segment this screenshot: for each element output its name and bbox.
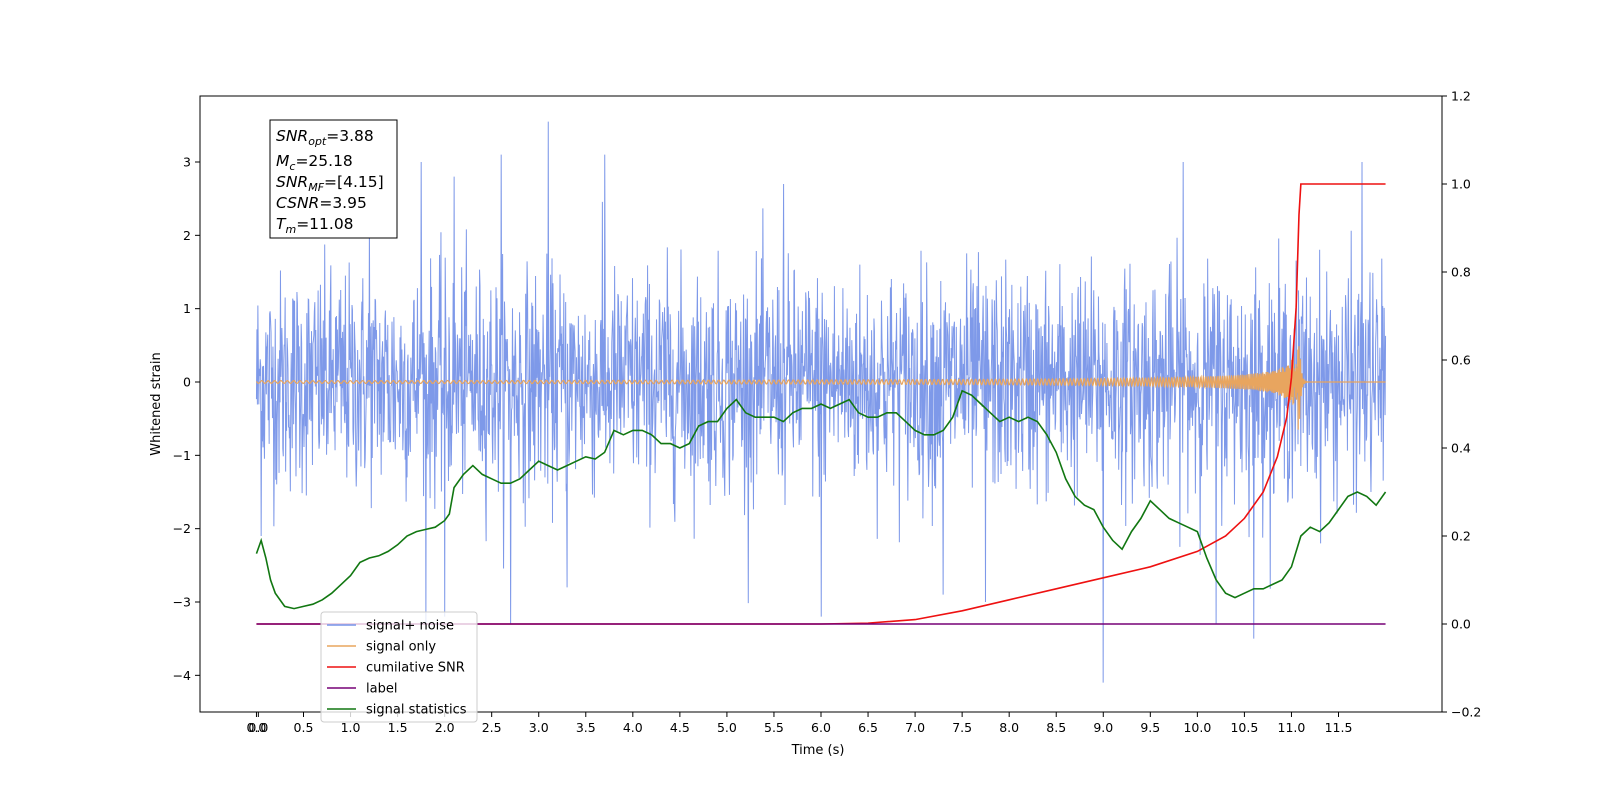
x-tick-label: 1.0	[341, 720, 361, 735]
legend-frame	[320, 611, 478, 723]
x-tick-label: 8.5	[1046, 720, 1066, 735]
x-tick-label: 4.0	[623, 720, 643, 735]
legend-label: signal only	[366, 640, 436, 655]
legend-label: cumilative SNR	[366, 661, 465, 676]
y-axis-right: 1.2 1.0 0.8 0.6 0.4 0.2 0.0 −0.2	[1442, 89, 1481, 720]
legend-label: signal+ noise	[366, 619, 454, 634]
y-tick-label: 3	[183, 155, 191, 170]
y2-tick-label: 0.4	[1451, 441, 1471, 456]
x-tick-label: 10.5	[1230, 720, 1258, 735]
x-tick-label: 6.5	[858, 720, 878, 735]
x-tick-label: 0.0	[248, 720, 268, 735]
series-signal-noise	[255, 121, 1387, 683]
y-tick-label: 1	[183, 301, 191, 316]
x-tick-label: 7.5	[952, 720, 972, 735]
x-tick-label: 7.0	[905, 720, 925, 735]
x-tick-label: 2.0	[435, 720, 455, 735]
stats-tm: Tm=11.08	[276, 215, 354, 236]
y-tick-label: −1	[173, 448, 191, 463]
x-tick-label: 3.0	[529, 720, 549, 735]
x-tick-label: 9.5	[1140, 720, 1160, 735]
stats-box: SNRopt=3.88 Mc=25.18 SNRMF=[4.15] CSNR=3…	[269, 119, 398, 239]
x-tick-label: 5.0	[717, 720, 737, 735]
y2-tick-label: 0.2	[1451, 529, 1471, 544]
legend-label: label	[366, 682, 397, 697]
x-axis: 0.00.0 0.5 1.0 1.5 2.0 2.5 3.0 3.5 4.0 4.5 5.0 5.5 6…	[247, 712, 1353, 735]
y2-tick-label: 1.0	[1451, 177, 1471, 192]
y-axis-left: 3 2 1 0 −1 −2 −3 −4	[173, 155, 200, 683]
y2-tick-label: 0.0	[1451, 617, 1471, 632]
y-axis-label: Whitened strain	[149, 352, 164, 455]
x-tick-label: 11.5	[1325, 720, 1353, 735]
y-tick-label: −2	[173, 521, 191, 536]
x-tick-label: 3.5	[576, 720, 596, 735]
x-tick-label: 0.5	[294, 720, 314, 735]
line-signal-statistics	[255, 389, 1387, 610]
y2-tick-label: 0.6	[1451, 353, 1471, 368]
legend-label: signal statistics	[366, 703, 467, 718]
x-axis-label: Time (s)	[791, 743, 845, 758]
x-tick-label: 0.0	[247, 720, 267, 735]
line-signal-noise	[255, 121, 1387, 683]
line-signal-only	[255, 346, 1386, 430]
stats-mc: Mc=25.18	[276, 152, 353, 173]
y-tick-label: 0	[183, 375, 191, 390]
stats-box-frame	[269, 119, 398, 239]
x-tick-label: 4.5	[670, 720, 690, 735]
y2-tick-label: 1.2	[1451, 89, 1471, 104]
x-tick-label: 8.0	[999, 720, 1019, 735]
x-tick-label: 2.5	[482, 720, 502, 735]
stats-csnr: CSNR=3.95	[276, 194, 367, 212]
series-signal-only	[255, 346, 1386, 430]
x-tick-label: 11.0	[1278, 720, 1306, 735]
stats-snr-opt: SNRopt=3.88	[276, 127, 374, 148]
y-tick-label: −3	[173, 595, 191, 610]
x-tick-label: 6.0	[811, 720, 831, 735]
y-tick-label: 2	[183, 228, 191, 243]
y2-tick-label: −0.2	[1451, 705, 1481, 720]
x-tick-label: 1.5	[388, 720, 408, 735]
x-tick-label: 10.0	[1183, 720, 1211, 735]
legend: signal+ noise signal only cumilative SNR la…	[320, 611, 478, 723]
x-tick-label: 5.5	[764, 720, 784, 735]
y2-tick-label: 0.8	[1451, 265, 1471, 280]
line-cumilative-snr	[256, 183, 1386, 625]
stats-snr-mf: SNRMF=[4.15]	[276, 173, 384, 194]
x-tick-label: 9.0	[1093, 720, 1113, 735]
y-tick-label: −4	[173, 668, 191, 683]
